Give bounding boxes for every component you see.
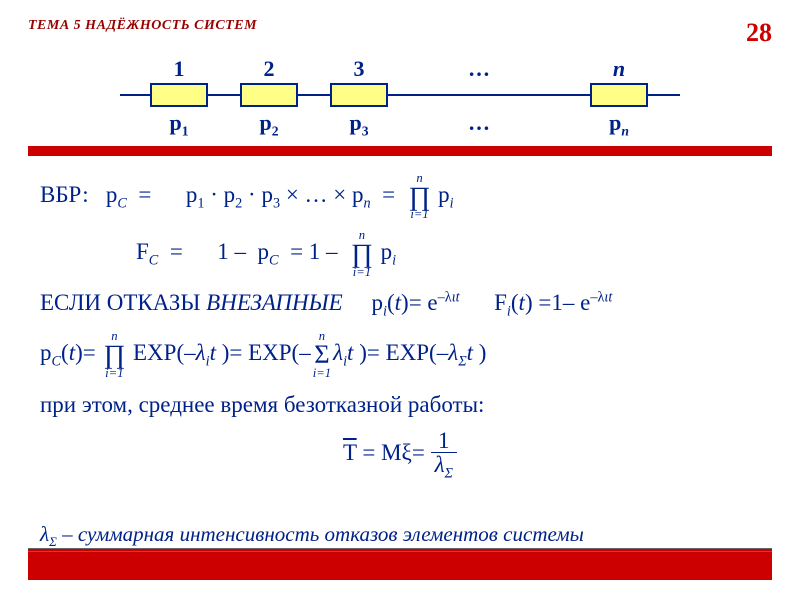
lsig: λΣt	[448, 340, 473, 365]
cond-prefix: ЕСЛИ ОТКАЗЫ	[40, 290, 206, 315]
ls-text: – суммарная интенсивность отказов элемен…	[57, 522, 584, 546]
eq9: =	[367, 340, 380, 365]
box-label-top: …	[450, 56, 508, 82]
divider-bar	[28, 146, 772, 156]
box-label-bottom: p3	[330, 110, 388, 139]
series-diagram: 1 p1 2 p2 3 p3 … … n pn	[120, 58, 680, 142]
lambda-footnote: λΣ – суммарная интенсивность отказов эле…	[40, 522, 584, 550]
t2: t	[519, 290, 525, 315]
eq3: =	[170, 239, 183, 264]
footer-bar	[28, 548, 772, 580]
pCt: pC	[40, 340, 61, 365]
dot2: ·	[248, 182, 256, 207]
exp2: e–λιt	[580, 290, 612, 315]
li1: λit	[196, 340, 216, 365]
Mxi: Mξ	[381, 440, 412, 465]
series-box	[590, 83, 648, 107]
eq2: =	[382, 182, 395, 207]
line-pct: pC(t)= n ∏ i=1 EXP(–λit )= EXP(– n Σ i=1…	[40, 330, 760, 379]
eq6: =	[538, 290, 551, 315]
EXP3: EXP(–	[386, 340, 449, 365]
product-3: n ∏ i=1	[103, 330, 125, 379]
line-condition: ЕСЛИ ОТКАЗЫ ВНЕЗАПНЫЕ pi(t)= e–λιt Fi(t)…	[40, 286, 760, 322]
Tbar: T	[343, 440, 357, 465]
line-mean-text: при этом, среднее время безотказной рабо…	[40, 388, 760, 421]
box-label-bottom: …	[450, 110, 508, 136]
sum-1: n Σ i=1	[313, 330, 331, 379]
frac-1: 1 λΣ	[431, 429, 457, 481]
product-2: n ∏ i=1	[351, 229, 373, 278]
cl3: )	[479, 340, 487, 365]
box-label-top: n	[590, 56, 648, 82]
eq7: =	[83, 340, 96, 365]
box-label-top: 1	[150, 56, 208, 82]
box-label-bottom: pn	[590, 110, 648, 139]
box-label-bottom: p1	[150, 110, 208, 139]
p3: p3	[261, 182, 280, 207]
series-box	[330, 83, 388, 107]
eq8: =	[229, 340, 242, 365]
eq4: =	[290, 239, 303, 264]
vbr-label: ВБР:	[40, 182, 89, 207]
t3: t	[69, 340, 75, 365]
pit: pi	[371, 290, 386, 315]
p2: p2	[224, 182, 243, 207]
x2: ×	[333, 182, 346, 207]
slide-header: ТЕМА 5 НАДЁЖНОСТЬ СИСТЕМ 28	[0, 0, 800, 52]
pn: pn	[352, 182, 371, 207]
series-box	[240, 83, 298, 107]
box-label-bottom: p2	[240, 110, 298, 139]
eq1: =	[138, 182, 151, 207]
topic-label: ТЕМА 5 НАДЁЖНОСТЬ СИСТЕМ	[28, 18, 257, 34]
eq11: =	[412, 440, 425, 465]
product-1: n ∏ i=1	[409, 172, 431, 221]
line-fc: FC = 1 – pC = 1 – n ∏ i=1 pi	[40, 229, 760, 278]
pi2: pi	[381, 239, 396, 264]
t1: t	[395, 290, 401, 315]
om2: 1 –	[309, 239, 338, 264]
eq5: =	[409, 290, 422, 315]
EXP1: EXP(–	[133, 340, 196, 365]
p1: p1	[186, 182, 205, 207]
dot1: ·	[210, 182, 218, 207]
x1: ×	[286, 182, 299, 207]
ls-sym: λΣ	[40, 522, 57, 546]
line-mean-eq: T = Mξ= 1 λΣ	[40, 429, 760, 481]
series-box	[150, 83, 208, 107]
pi: pi	[438, 182, 453, 207]
line-vbr: ВБР: pC = p1 · p2 · p3 × … × pn = n ∏ i=…	[40, 172, 760, 221]
om1: 1 –	[217, 239, 246, 264]
Fit: Fi	[494, 290, 511, 315]
math-content: ВБР: pC = p1 · p2 · p3 × … × pn = n ∏ i=…	[0, 172, 800, 481]
FC: FC	[136, 239, 158, 264]
box-label-top: 3	[330, 56, 388, 82]
box-label-top: 2	[240, 56, 298, 82]
mean-text: при этом, среднее время безотказной рабо…	[40, 392, 484, 417]
pC: pC	[106, 182, 127, 207]
dots1: …	[305, 182, 328, 207]
exp1: e–λιt	[427, 290, 459, 315]
li2: λit	[333, 340, 353, 365]
page-number: 28	[746, 18, 772, 48]
EXP2: EXP(–	[248, 340, 311, 365]
cl2: )	[359, 340, 367, 365]
pC2: pC	[258, 239, 279, 264]
cond-ital: ВНЕЗАПНЫЕ	[206, 290, 343, 315]
eq10: =	[362, 440, 375, 465]
